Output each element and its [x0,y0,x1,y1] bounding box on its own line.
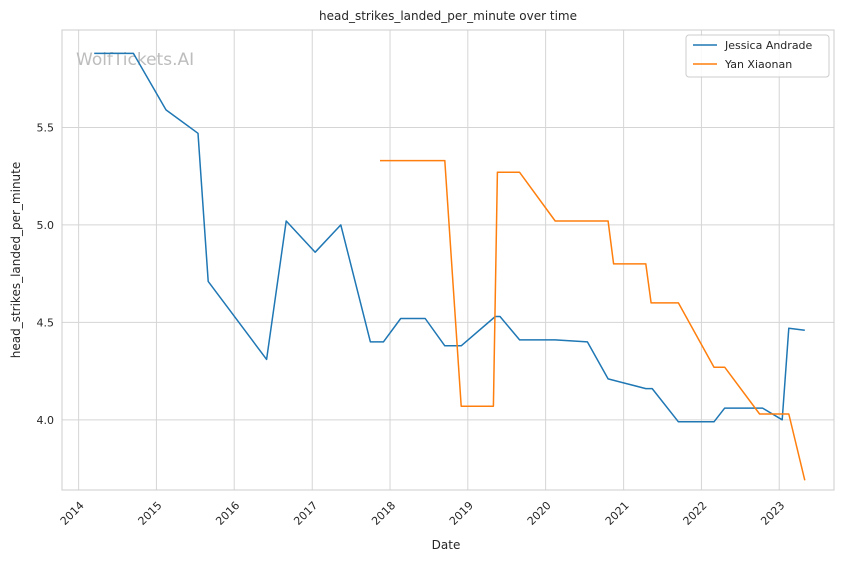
x-tick-label: 2022 [681,499,710,528]
series-layer [94,52,806,481]
x-tick-label: 2017 [291,499,320,528]
x-tick-labels: 2014 2015 2016 2017 2018 2019 2020 2021 2022 2023 [58,499,788,528]
y-tick-label: 5.5 [37,121,55,134]
legend: Jessica Andrade Yan Xiaonan [685,34,830,78]
x-tick-label: 2020 [525,499,554,528]
y-tick-labels: 4.0 4.5 5.0 5.5 [37,121,55,426]
x-tick-label: 2021 [603,499,632,528]
legend-label-2: Yan Xiaonan [724,58,792,71]
y-tick-label: 5.0 [37,219,55,232]
series-line-1 [94,52,805,423]
plot-frame [61,29,835,491]
x-tick-label: 2016 [213,499,242,528]
legend-label-1: Jessica Andrade [724,39,813,52]
legend-box [685,34,830,78]
y-axis-title: head_strikes_landed_per_minute [9,162,23,359]
x-tick-label: 2019 [447,499,476,528]
y-tick-label: 4.0 [37,414,55,427]
plot-background [62,30,834,490]
y-tick-label: 4.5 [37,316,55,329]
x-tick-label: 2023 [758,499,787,528]
x-axis-title: Date [432,538,461,552]
series-line-2 [380,159,806,481]
watermark: WolfTickets.AI [76,50,194,70]
x-tick-label: 2015 [136,499,165,528]
chart-title: head_strikes_landed_per_minute over time [319,9,577,23]
x-tick-label: 2014 [58,499,87,528]
x-tick-label: 2018 [369,499,398,528]
